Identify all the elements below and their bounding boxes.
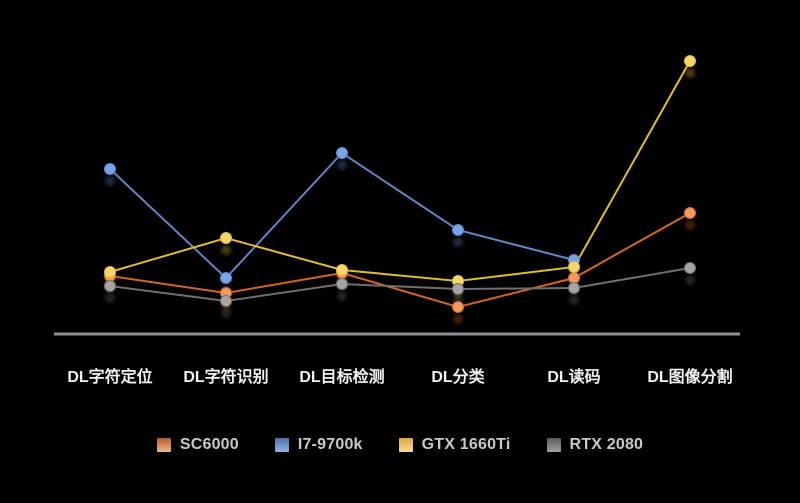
data-point-gtx-1660ti: [568, 261, 580, 273]
legend-swatch-icon: [274, 438, 289, 452]
data-point-i7-9700k: [336, 147, 348, 159]
data-point-i7-9700k: [220, 272, 232, 284]
x-axis-label: DL图像分割: [647, 367, 732, 386]
x-axis-label: DL读码: [547, 367, 600, 386]
data-point-rtx-2080: [452, 283, 464, 295]
x-axis-label: DL字符识别: [183, 367, 268, 386]
data-point-gtx-1660ti: [684, 55, 696, 67]
legend-swatch-icon: [546, 438, 561, 452]
legend-swatch-icon: [398, 438, 413, 452]
series-line-rtx-2080: [109, 267, 691, 303]
series-line-gtx-1660ti: [109, 60, 691, 283]
legend-item-gtx-1660ti[interactable]: GTX 1660Ti: [398, 436, 511, 454]
data-point-i7-9700k: [104, 163, 116, 175]
data-point-rtx-2080: [684, 262, 696, 274]
series-line-i7-9700k: [109, 151, 575, 280]
data-point-shadow: [685, 275, 695, 285]
data-point-shadow: [105, 176, 115, 186]
data-point-shadow: [105, 293, 115, 303]
data-point-rtx-2080: [336, 278, 348, 290]
data-point-shadow: [685, 220, 695, 230]
data-point-sc6000: [684, 207, 696, 219]
data-point-shadow: [337, 291, 347, 301]
data-point-shadow: [337, 160, 347, 170]
legend-item-i7-9700k[interactable]: I7-9700k: [274, 436, 363, 454]
data-point-rtx-2080: [104, 280, 116, 292]
data-point-rtx-2080: [568, 282, 580, 294]
data-point-gtx-1660ti: [104, 266, 116, 278]
data-point-sc6000: [452, 301, 464, 313]
legend-item-rtx-2080[interactable]: RTX 2080: [546, 436, 644, 454]
x-axis-label: DL分类: [431, 367, 485, 386]
x-axis-label: DL目标检测: [299, 367, 384, 386]
data-point-gtx-1660ti: [336, 264, 348, 276]
data-point-shadow: [221, 308, 231, 318]
series-line-sc6000: [109, 212, 691, 309]
data-point-sc6000: [568, 272, 580, 284]
x-axis-label: DL字符定位: [67, 367, 152, 386]
data-point-rtx-2080: [220, 295, 232, 307]
legend-label: GTX 1660Ti: [421, 436, 511, 453]
chart-legend: SC6000 I7-9700k GTX 1660Ti RTX 2080: [0, 436, 800, 454]
legend-swatch-icon: [156, 438, 171, 452]
legend-label: SC6000: [179, 436, 239, 453]
data-point-shadow: [685, 68, 695, 78]
legend-label: I7-9700k: [297, 436, 363, 453]
data-point-shadow: [569, 295, 579, 305]
legend-label: RTX 2080: [569, 436, 644, 453]
legend-item-sc6000[interactable]: SC6000: [156, 436, 239, 454]
data-point-shadow: [221, 245, 231, 255]
data-point-shadow: [453, 314, 463, 324]
data-point-shadow: [453, 237, 463, 247]
data-point-i7-9700k: [452, 224, 464, 236]
data-point-gtx-1660ti: [220, 232, 232, 244]
